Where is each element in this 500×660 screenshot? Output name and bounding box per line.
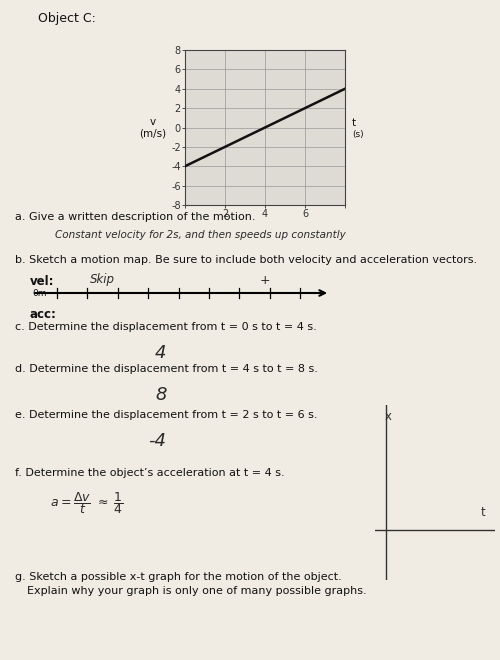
Text: x: x <box>390 415 397 428</box>
Text: Object C:: Object C: <box>38 12 96 25</box>
Text: t: t <box>480 506 486 519</box>
Text: b. Sketch a motion map. Be sure to include both velocity and acceleration vector: b. Sketch a motion map. Be sure to inclu… <box>15 255 477 265</box>
Text: c. Determine the displacement from t = 0 s to t = 4 s.: c. Determine the displacement from t = 0… <box>15 322 317 332</box>
Text: Explain why your graph is only one of many possible graphs.: Explain why your graph is only one of ma… <box>27 586 366 596</box>
Text: acc:: acc: <box>30 308 57 321</box>
Text: $a = \dfrac{\Delta v}{t}\ \approx\ \dfrac{1}{4}$: $a = \dfrac{\Delta v}{t}\ \approx\ \dfra… <box>50 490 124 516</box>
Text: Skip: Skip <box>90 273 115 286</box>
Text: +: + <box>260 274 270 287</box>
Text: (s): (s) <box>352 130 364 139</box>
Text: d. Determine the displacement from t = 4 s to t = 8 s.: d. Determine the displacement from t = 4… <box>15 364 318 374</box>
Text: g. Sketch a possible x-t graph for the motion of the object.: g. Sketch a possible x-t graph for the m… <box>15 572 342 582</box>
Text: 8: 8 <box>155 386 166 404</box>
Text: Constant velocity for 2s, and then speeds up constantly: Constant velocity for 2s, and then speed… <box>55 230 346 240</box>
Text: v
(m/s): v (m/s) <box>140 117 166 139</box>
Text: a. Give a written description of the motion.: a. Give a written description of the mot… <box>15 212 256 222</box>
Text: f. Determine the object’s acceleration at t = 4 s.: f. Determine the object’s acceleration a… <box>15 468 284 478</box>
Text: x: x <box>384 411 392 423</box>
Text: -4: -4 <box>148 432 166 450</box>
Text: t: t <box>352 119 356 129</box>
Text: vel:: vel: <box>30 275 54 288</box>
Text: 0m: 0m <box>32 289 46 298</box>
Text: 4: 4 <box>155 344 166 362</box>
Text: e. Determine the displacement from t = 2 s to t = 6 s.: e. Determine the displacement from t = 2… <box>15 410 318 420</box>
